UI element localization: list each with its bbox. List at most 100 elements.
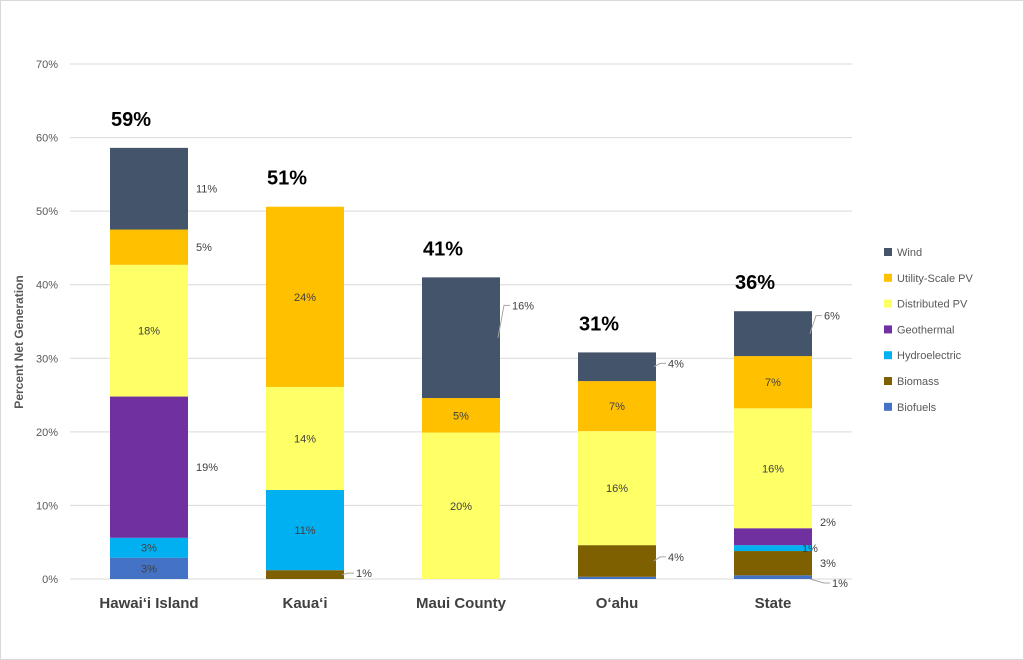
legend-swatch — [884, 402, 892, 411]
leader-line — [653, 362, 666, 368]
data-label: 3% — [141, 543, 157, 555]
leader-line — [341, 572, 354, 576]
legend-item: Biofuels — [884, 402, 937, 414]
bar-segment-distributed-pv — [734, 408, 812, 529]
data-label: 6% — [824, 311, 840, 323]
category-label: Hawai‘i Island — [99, 595, 198, 612]
bar-segment-distributed-pv — [422, 432, 500, 579]
data-label: 1% — [802, 543, 818, 555]
bar-segment-biomass — [266, 570, 344, 579]
bar-segment-distributed-pv — [266, 386, 344, 490]
leader-line — [653, 556, 666, 562]
bar-segment-wind — [110, 147, 188, 230]
bar-segment-wind — [578, 352, 656, 382]
bar-segment-hydroelectric — [110, 537, 188, 558]
data-label: 24% — [294, 292, 316, 304]
y-tick-label: 30% — [36, 353, 58, 365]
legend: Wind Utility-Scale PV Distributed PV Geothe… — [884, 247, 973, 414]
legend-label: Biofuels — [897, 402, 937, 414]
data-label: 3% — [820, 558, 836, 570]
bar-segment-distributed-pv — [110, 264, 188, 397]
data-label: 19% — [196, 462, 218, 474]
bar-segment-utility-scale-pv — [734, 356, 812, 409]
legend-swatch — [884, 325, 892, 334]
legend-item: Hydroelectric — [884, 350, 962, 362]
bar-segment-biomass — [734, 551, 812, 576]
bar-segment-wind — [734, 311, 812, 357]
y-tick-label: 70% — [36, 59, 58, 71]
data-label: 2% — [820, 517, 836, 529]
y-axis-label: Percent Net Generation — [12, 275, 26, 408]
bar-segment-utility-scale-pv — [422, 398, 500, 433]
bars: 3% 3% 19% 18% 5% 11% 59% 1% 11% 14% 24% 51% 20% 5% 16%… — [110, 109, 848, 590]
legend-item: Wind — [884, 247, 922, 259]
data-label: 14% — [294, 433, 316, 445]
total-label: 51% — [267, 168, 307, 190]
legend-label: Distributed PV — [897, 299, 968, 311]
category-label: State — [755, 595, 792, 612]
data-label: 1% — [356, 568, 372, 580]
leader-line — [809, 315, 822, 334]
y-tick-label: 40% — [36, 280, 58, 292]
data-label: 16% — [512, 300, 534, 312]
data-label: 7% — [609, 401, 625, 413]
y-axis-ticks: 0% 10% 20% 30% 40% 50% 60% 70% — [36, 59, 58, 586]
bar-segment-hydroelectric — [734, 545, 812, 552]
bar-segment-geothermal — [734, 528, 812, 546]
bar-segment-utility-scale-pv — [266, 206, 344, 387]
y-tick-label: 50% — [36, 206, 58, 218]
y-tick-label: 0% — [42, 574, 58, 586]
bar-segment-distributed-pv — [578, 431, 656, 546]
total-label: 36% — [735, 272, 775, 294]
y-tick-label: 20% — [36, 427, 58, 439]
total-label: 59% — [111, 109, 151, 131]
category-labels: Hawai‘i Island Kaua‘i Maui County O‘ahu Stat… — [99, 595, 791, 612]
y-tick-label: 10% — [36, 500, 58, 512]
legend-label: Hydroelectric — [897, 350, 962, 362]
leader-line — [497, 304, 510, 338]
data-label: 11% — [196, 184, 217, 196]
data-label: 16% — [606, 483, 628, 495]
data-label: 3% — [141, 563, 157, 575]
category-label: Kaua‘i — [282, 595, 327, 612]
data-label: 5% — [453, 410, 469, 422]
data-label: 16% — [762, 463, 784, 475]
bar-segment-wind — [422, 277, 500, 399]
bar-segment-hydroelectric — [266, 489, 344, 571]
total-label: 31% — [579, 313, 619, 335]
legend-swatch — [884, 377, 892, 385]
data-label: 4% — [668, 552, 684, 564]
bar-segment-biofuels — [578, 576, 656, 579]
y-tick-label: 60% — [36, 133, 58, 145]
data-label: 1% — [832, 578, 848, 590]
category-label: Maui County — [416, 595, 507, 612]
legend-item: Distributed PV — [884, 299, 968, 311]
data-label: 7% — [765, 377, 781, 389]
legend-item: Geothermal — [884, 324, 954, 336]
data-label: 11% — [294, 525, 315, 537]
legend-swatch — [884, 248, 892, 256]
legend-label: Biomass — [897, 376, 940, 388]
legend-label: Geothermal — [897, 324, 954, 336]
data-label: 5% — [196, 242, 212, 254]
bar-segment-biofuels — [110, 557, 188, 579]
bar-segment-geothermal — [110, 396, 188, 538]
legend-swatch — [884, 351, 892, 360]
total-label: 41% — [423, 238, 463, 260]
data-label: 4% — [668, 358, 684, 370]
legend-item: Biomass — [884, 376, 940, 388]
legend-label: Utility-Scale PV — [897, 273, 973, 285]
legend-label: Wind — [897, 247, 922, 259]
bar-segment-utility-scale-pv — [578, 381, 656, 432]
bar-segment-biomass — [578, 545, 656, 577]
bar-segment-utility-scale-pv — [110, 229, 188, 265]
data-label: 20% — [450, 501, 472, 513]
legend-swatch — [884, 273, 892, 282]
data-label: 18% — [138, 326, 160, 338]
leader-line — [809, 578, 830, 584]
legend-item: Utility-Scale PV — [884, 273, 973, 285]
legend-swatch — [884, 299, 892, 308]
category-label: O‘ahu — [596, 595, 639, 612]
bar-segment-biofuels — [734, 575, 812, 579]
